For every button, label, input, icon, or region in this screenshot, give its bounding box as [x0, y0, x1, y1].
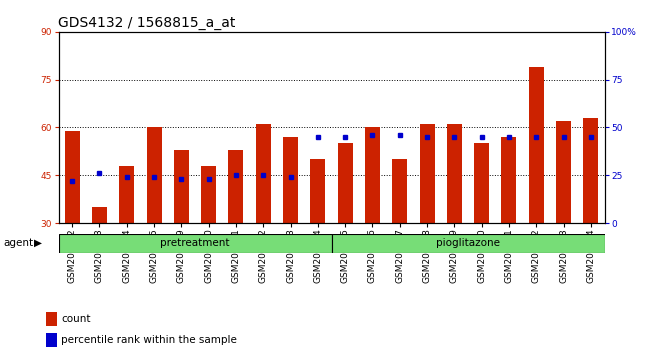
Bar: [337, 143, 353, 223]
Text: percentile rank within the sample: percentile rank within the sample: [61, 335, 237, 345]
Text: count: count: [61, 314, 90, 324]
Bar: [447, 124, 462, 223]
Bar: [283, 137, 298, 223]
Bar: [201, 166, 216, 223]
Bar: [501, 137, 517, 223]
Bar: [228, 150, 244, 223]
Text: pretreatment: pretreatment: [161, 238, 229, 249]
Text: ▶: ▶: [34, 238, 42, 248]
Bar: [64, 131, 80, 223]
Bar: [556, 121, 571, 223]
Bar: [58, 234, 332, 253]
Text: agent: agent: [3, 238, 33, 248]
Bar: [46, 333, 57, 347]
Text: pioglitazone: pioglitazone: [436, 238, 500, 249]
Bar: [255, 124, 271, 223]
Bar: [119, 166, 135, 223]
Bar: [392, 159, 408, 223]
Bar: [583, 118, 599, 223]
Bar: [419, 124, 435, 223]
Bar: [474, 143, 489, 223]
Bar: [46, 312, 57, 326]
Bar: [146, 127, 162, 223]
Text: GDS4132 / 1568815_a_at: GDS4132 / 1568815_a_at: [58, 16, 236, 30]
Bar: [332, 234, 604, 253]
Bar: [528, 67, 544, 223]
Bar: [310, 159, 326, 223]
Bar: [92, 207, 107, 223]
Bar: [174, 150, 189, 223]
Bar: [365, 127, 380, 223]
